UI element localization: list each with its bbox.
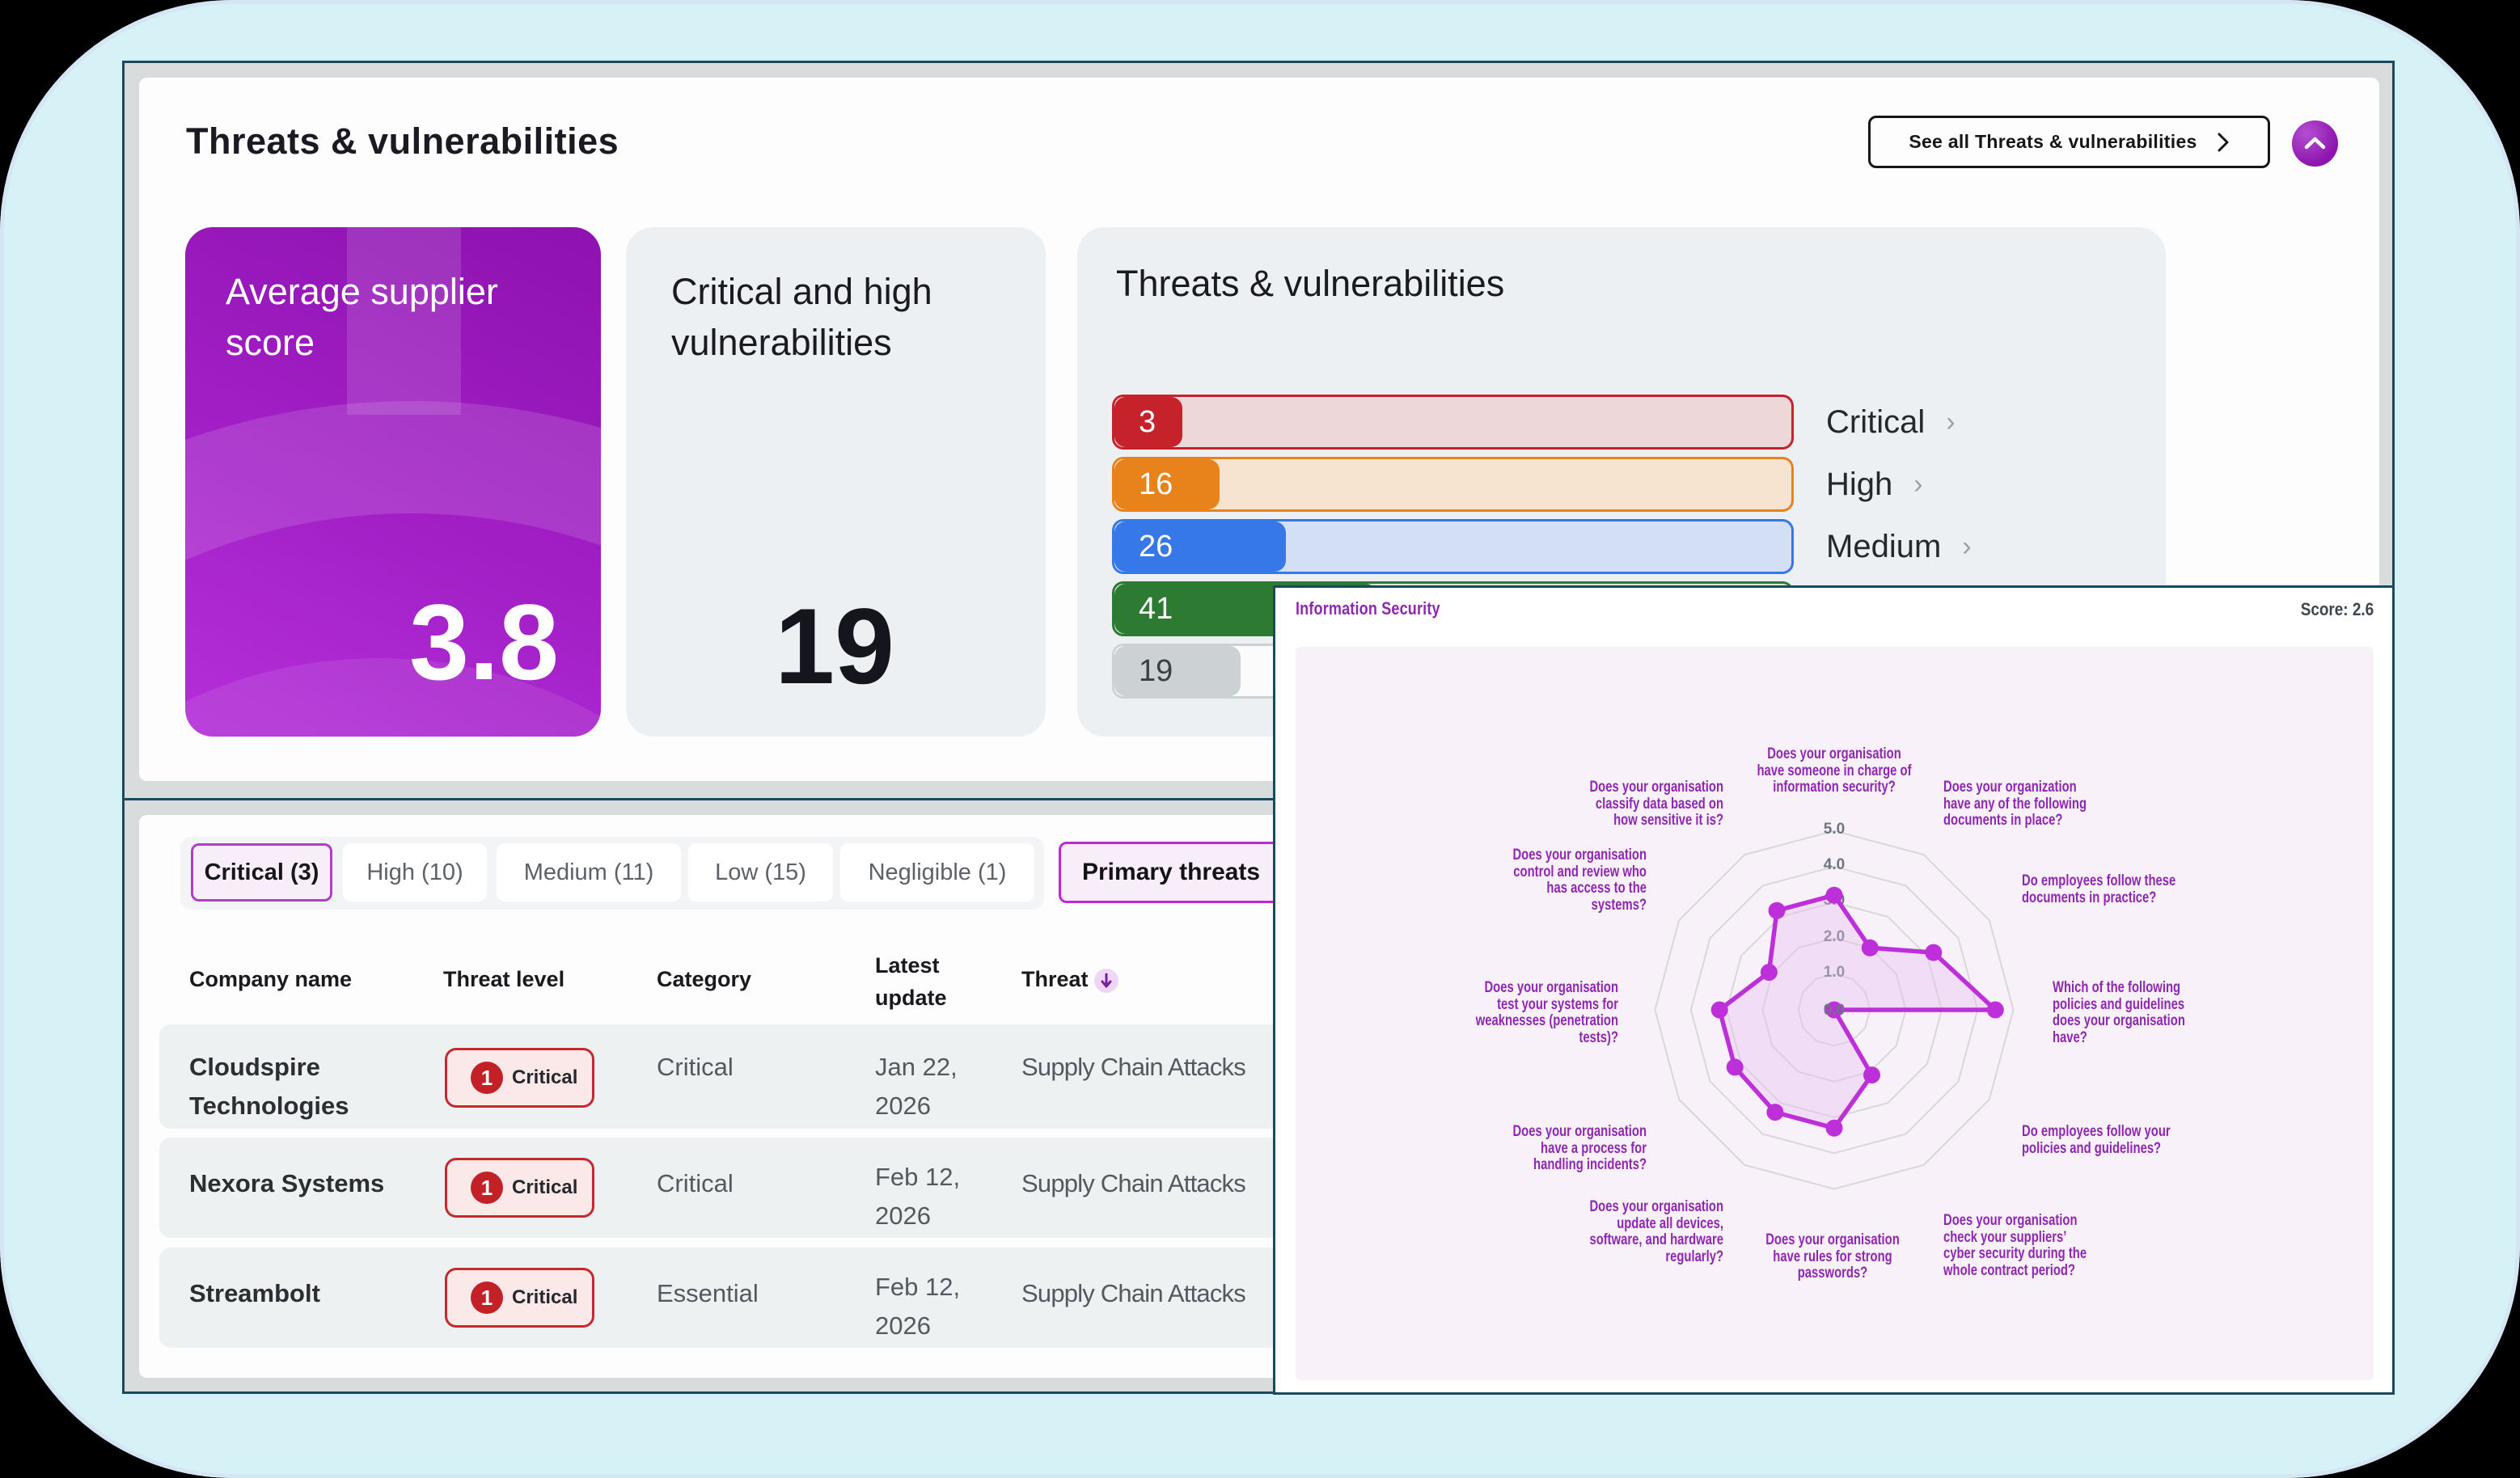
svg-text:0.0: 0.0 bbox=[1824, 1002, 1845, 1019]
svg-text:4.0: 4.0 bbox=[1824, 856, 1845, 873]
svg-text:5.0: 5.0 bbox=[1824, 821, 1845, 838]
svg-text:1.0: 1.0 bbox=[1824, 964, 1845, 981]
svg-text:2.0: 2.0 bbox=[1824, 928, 1845, 945]
